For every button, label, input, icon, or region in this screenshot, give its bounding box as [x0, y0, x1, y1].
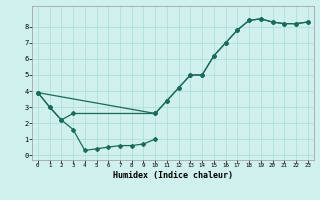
X-axis label: Humidex (Indice chaleur): Humidex (Indice chaleur) [113, 171, 233, 180]
